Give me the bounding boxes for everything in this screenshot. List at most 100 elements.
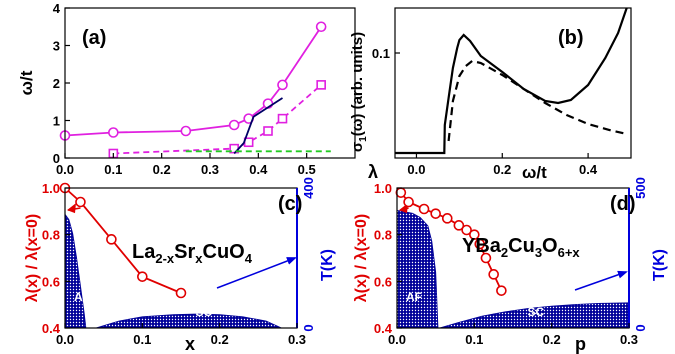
panel-c-ytick-label: 1.0 — [42, 181, 60, 196]
panel-c-y2label: T(K) — [319, 249, 336, 281]
panel-d-y2tick-label: 500 — [633, 177, 648, 199]
panel-d-xtick-label: 0.3 — [620, 332, 638, 347]
panel-a-ytick-label: 3 — [53, 39, 60, 54]
panel-a-xtick-label: 0.3 — [201, 162, 219, 177]
panel-c-ytick-label: 0.8 — [42, 228, 60, 243]
panel-a-series-0-point — [108, 127, 119, 138]
panel-c-xlabel: x — [185, 334, 195, 354]
panel-d-series-0-point — [488, 269, 499, 280]
panel-a-xlabel: λ — [368, 162, 378, 182]
panel-b-ytick-label: 0.1 — [372, 46, 390, 61]
panel-c-ylabel: λ(x) / λ(x=0) — [24, 214, 41, 302]
compound-c-p1: 2-x — [155, 251, 175, 266]
panel-a-label: (a) — [82, 27, 106, 49]
panel-a-ylabel: ω/t — [17, 70, 36, 95]
panel-a-series-0-point — [277, 79, 288, 91]
panel-a-series-1-point — [277, 113, 288, 124]
panel-b-xtick-label: 0.0 — [407, 162, 425, 177]
panel-d-label: (d) — [610, 193, 636, 215]
panel-a-xtick-label: 0.5 — [298, 162, 316, 177]
panel-a-series-0-point — [180, 125, 192, 137]
panel-a-ytick-label: 2 — [53, 76, 60, 91]
panel-b-frame — [394, 7, 632, 159]
panel-a-series-1-point — [263, 126, 273, 136]
panel-b-ylabel: σ1(ω) (arb. units) — [349, 32, 369, 152]
panel-c-series-0-point — [75, 196, 86, 208]
panel-d-ytick-label: 0.4 — [374, 321, 393, 336]
panel-d-series-0-point — [395, 187, 407, 198]
panel-a-ytick-label: 0 — [53, 151, 60, 166]
panel-c-label: (c) — [278, 193, 302, 215]
panel-d-series-0-point — [461, 224, 472, 236]
panel-a: 0.0 0.1 0.2 0.3 0.4 0.5 0 1 2 3 4 (a) λ ω/t — [17, 1, 378, 182]
panel-c-y2tick-label: 0 — [301, 324, 316, 331]
panel-c-series-0-point — [175, 287, 187, 299]
panel-a-series-0-point — [228, 119, 240, 131]
panel-a-ytick-label: 4 — [53, 1, 61, 16]
phase-label-af: AF — [406, 290, 422, 304]
panel-d-xlabel: p — [575, 334, 586, 354]
panel-a-plot-area — [59, 21, 331, 159]
panel-c-y2tick-label: 400 — [301, 177, 316, 199]
panel-b: 0.0 0.2 0.4 0.1 (b) ω/t σ1(ω) (arb. units) — [349, 7, 632, 182]
panel-c-plot-area: AF SC — [59, 182, 297, 329]
panel-b-label: (b) — [558, 27, 584, 49]
compound-c-p2: Sr — [174, 241, 195, 263]
phase-label-sc: SC — [527, 305, 544, 319]
panel-a-xtick-label: 0.0 — [56, 162, 74, 177]
panel-b-ticks: 0.0 0.2 0.4 0.1 — [372, 46, 598, 177]
panel-a-ticks: 0.0 0.1 0.2 0.3 0.4 0.5 0 1 2 3 4 — [53, 1, 316, 177]
panel-d-series-0-point — [441, 213, 453, 224]
panel-d-series-0-point — [418, 203, 430, 215]
compound-c-p4: CuO — [203, 241, 245, 263]
panel-a-ytick-label: 1 — [53, 114, 60, 129]
panel-d-series-0-point — [453, 220, 465, 231]
panel-d-compound: YBa2Cu3O6+x — [462, 235, 580, 260]
panel-a-series-1-line — [113, 84, 322, 155]
phase-label-af: AF — [74, 290, 90, 304]
panel-d-xtick-label: 0.1 — [465, 332, 483, 347]
panel-d-plot-area: AF SC — [395, 187, 630, 329]
panel-d-series-0-point — [430, 208, 441, 219]
phase-region-sc — [95, 313, 282, 329]
panel-a-xtick-label: 0.1 — [104, 162, 122, 177]
panel-c-series-0-point — [106, 234, 117, 245]
panel-c-xtick-label: 0.3 — [288, 332, 306, 347]
panel-d-series-0-point — [403, 196, 414, 208]
panel-c-ytick-label: 0.6 — [42, 274, 60, 289]
panel-d-arrow — [574, 270, 628, 291]
panel-a-series-2-line — [233, 97, 283, 155]
panel-b-xtick-label: 0.2 — [493, 162, 511, 177]
panel-d-ytick-label: 0.8 — [374, 228, 392, 243]
compound-d-p4: O — [542, 235, 558, 257]
panel-c-xtick-label: 0.0 — [56, 332, 74, 347]
panel-c-xtick-label: 0.1 — [133, 332, 151, 347]
phase-region-af — [396, 209, 439, 329]
panel-a-series-1-point — [316, 80, 326, 90]
compound-d-p2: Cu — [508, 235, 535, 257]
panel-d-ticks: 0.0 0.1 0.2 0.3 0.4 0.6 0.8 1.0 0 500 — [374, 177, 648, 347]
compound-c-p0: La — [132, 241, 156, 263]
panel-b-plot-area — [395, 7, 628, 155]
compound-d-p3: 3 — [535, 245, 542, 260]
panel-d-series-0-point — [474, 238, 486, 250]
panel-b-ylabel-rest: (ω) (arb. units) — [349, 32, 366, 136]
phase-label-sc: SC — [195, 305, 212, 319]
panel-c-compound: La2-xSrxCuO4 — [132, 241, 253, 266]
panel-d-xtick-label: 0.2 — [543, 332, 561, 347]
panel-d-ytick-label: 0.6 — [374, 274, 392, 289]
panel-b-xtick-label: 0.4 — [579, 162, 598, 177]
panel-d-series-0-point — [469, 229, 480, 240]
panel-b-series-0-line — [395, 7, 628, 155]
panel-d-series-0-point — [480, 252, 492, 264]
panel-d-ylabel: λ(x) / λ(x=0) — [353, 214, 370, 302]
panel-d-y2tick-label: 0 — [633, 324, 648, 331]
panel-a-frame — [64, 7, 356, 159]
compound-c-p3: x — [195, 251, 203, 266]
panel-c-xtick-label: 0.2 — [211, 332, 229, 347]
panel-d-xtick-label: 0.0 — [388, 332, 406, 347]
panel-a-xtick-label: 0.2 — [153, 162, 171, 177]
